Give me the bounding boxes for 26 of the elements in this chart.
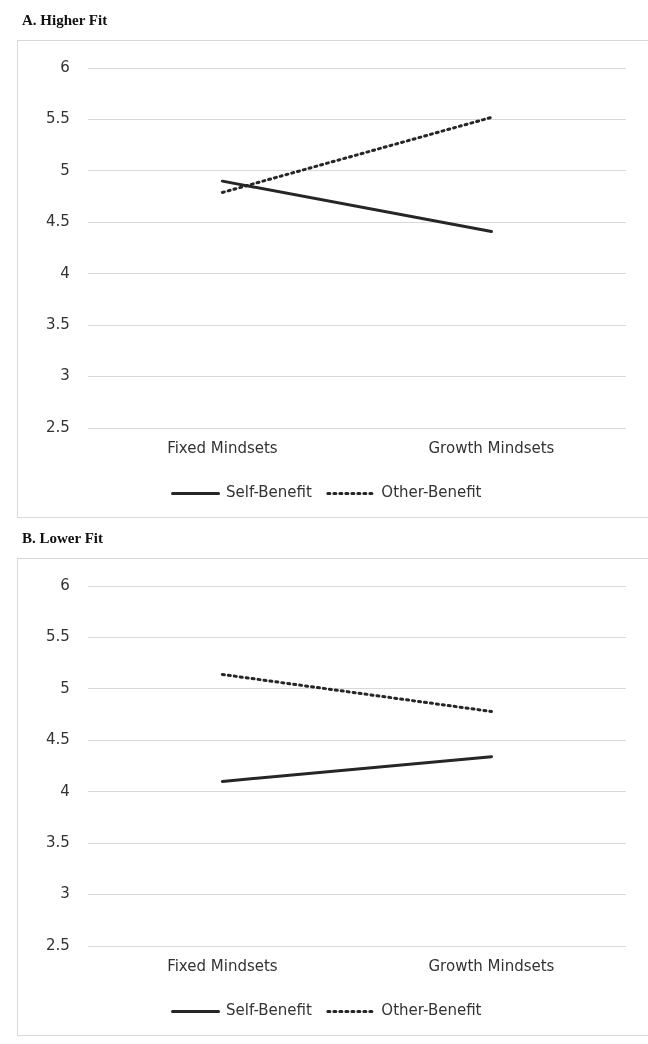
y-tick-label: 5 bbox=[60, 160, 70, 179]
y-tick-label: 4 bbox=[60, 263, 70, 282]
y-tick-label: 3.5 bbox=[46, 833, 70, 852]
y-tick-label: 3 bbox=[60, 366, 70, 385]
legend-label: Self-Benefit bbox=[226, 483, 312, 502]
y-tick-label: 5.5 bbox=[46, 627, 70, 646]
y-tick-label: 3 bbox=[60, 884, 70, 903]
y-tick-label: 6 bbox=[60, 575, 70, 594]
y-tick-label: 4.5 bbox=[46, 730, 70, 749]
y-tick-label: 5.5 bbox=[46, 109, 70, 128]
legend-label: Self-Benefit bbox=[226, 1001, 312, 1020]
chart-title: A. Higher Fit bbox=[21, 11, 109, 30]
y-tick-label: 2.5 bbox=[46, 935, 70, 954]
y-tick-label: 6 bbox=[60, 57, 70, 76]
chart-title: B. Lower Fit bbox=[21, 529, 104, 548]
y-tick-label: 2.5 bbox=[46, 417, 70, 436]
x-tick-label: Fixed Mindsets bbox=[167, 956, 278, 975]
x-tick-label: Fixed Mindsets bbox=[167, 438, 278, 457]
legend-label: Other-Benefit bbox=[381, 1001, 482, 1020]
y-tick-label: 4 bbox=[60, 781, 70, 800]
legend-label: Other-Benefit bbox=[381, 483, 482, 502]
x-tick-label: Growth Mindsets bbox=[428, 956, 555, 975]
x-tick-label: Growth Mindsets bbox=[428, 438, 555, 457]
y-tick-label: 3.5 bbox=[46, 315, 70, 334]
y-tick-label: 4.5 bbox=[46, 212, 70, 231]
y-tick-label: 5 bbox=[60, 678, 70, 697]
